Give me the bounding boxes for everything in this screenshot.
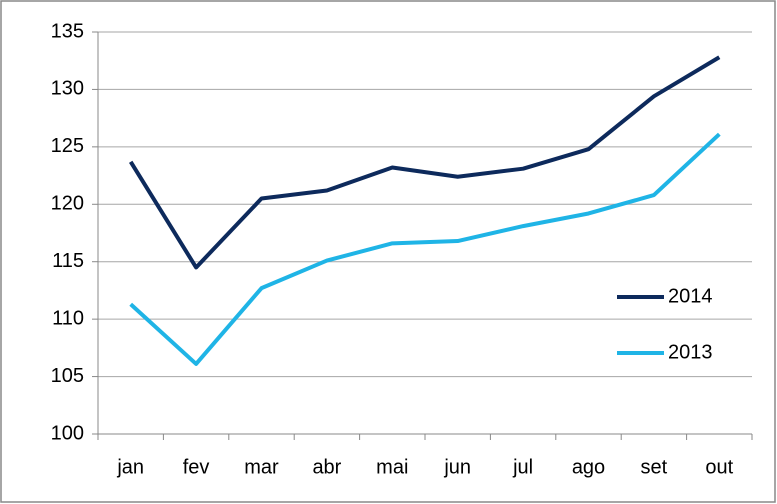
legend-label: 2013 bbox=[668, 341, 713, 363]
y-tick-label: 100 bbox=[51, 422, 84, 444]
legend-label: 2014 bbox=[668, 285, 713, 307]
series-line bbox=[128, 55, 721, 270]
x-tick-label: mar bbox=[244, 456, 279, 478]
y-tick-label: 125 bbox=[51, 135, 84, 157]
x-tick-label: ago bbox=[572, 456, 605, 478]
y-tick-label: 130 bbox=[51, 78, 84, 100]
x-tick-label: jul bbox=[512, 456, 533, 478]
x-tick-label: out bbox=[705, 456, 733, 478]
y-tick-label: 120 bbox=[51, 193, 84, 215]
x-tick-label: mai bbox=[376, 456, 408, 478]
x-tick-label: jun bbox=[443, 456, 471, 478]
y-tick-label: 115 bbox=[52, 250, 84, 272]
x-tick-label: set bbox=[641, 456, 668, 478]
y-tick-label: 135 bbox=[51, 20, 84, 42]
x-tick-label: jan bbox=[116, 456, 144, 478]
y-tick-label: 105 bbox=[51, 365, 84, 387]
y-tick-label: 110 bbox=[52, 307, 84, 329]
x-tick-label: fev bbox=[183, 456, 210, 478]
series-line bbox=[129, 132, 721, 366]
x-tick-label: abr bbox=[312, 456, 341, 478]
